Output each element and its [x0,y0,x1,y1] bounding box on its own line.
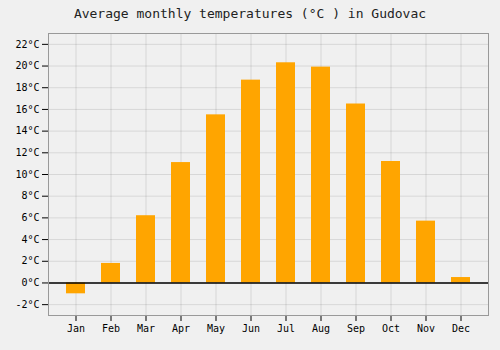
svg-text:-2°C: -2°C [15,299,39,310]
svg-text:Jul: Jul [277,323,295,334]
svg-text:Dec: Dec [452,323,470,334]
svg-text:Oct: Oct [382,323,400,334]
svg-text:0°C: 0°C [21,277,39,288]
svg-text:12°C: 12°C [15,147,39,158]
svg-text:Mar: Mar [137,323,155,334]
svg-text:Jan: Jan [67,323,85,334]
svg-text:14°C: 14°C [15,125,39,136]
svg-text:6°C: 6°C [21,212,39,223]
svg-text:Jun: Jun [242,323,260,334]
svg-text:Aug: Aug [312,323,330,334]
html-text:Average monthly temperatures (: Average monthly temperatures (°C ) in Gu… [73,6,427,21]
svg-text:16°C: 16°C [15,104,39,115]
svg-text:18°C: 18°C [15,82,39,93]
svg-text:10°C: 10°C [15,169,39,180]
svg-text:22°C: 22°C [15,39,39,50]
svg-text:2°C: 2°C [21,255,39,266]
svg-text:4°C: 4°C [21,234,39,245]
svg-text:Feb: Feb [102,323,120,334]
svg-text:Nov: Nov [417,323,435,334]
svg-text:May: May [207,323,225,334]
svg-text:20°C: 20°C [15,60,39,71]
svg-text:8°C: 8°C [21,190,39,201]
svg-text:Sep: Sep [347,323,365,334]
svg-text:Apr: Apr [172,323,190,334]
